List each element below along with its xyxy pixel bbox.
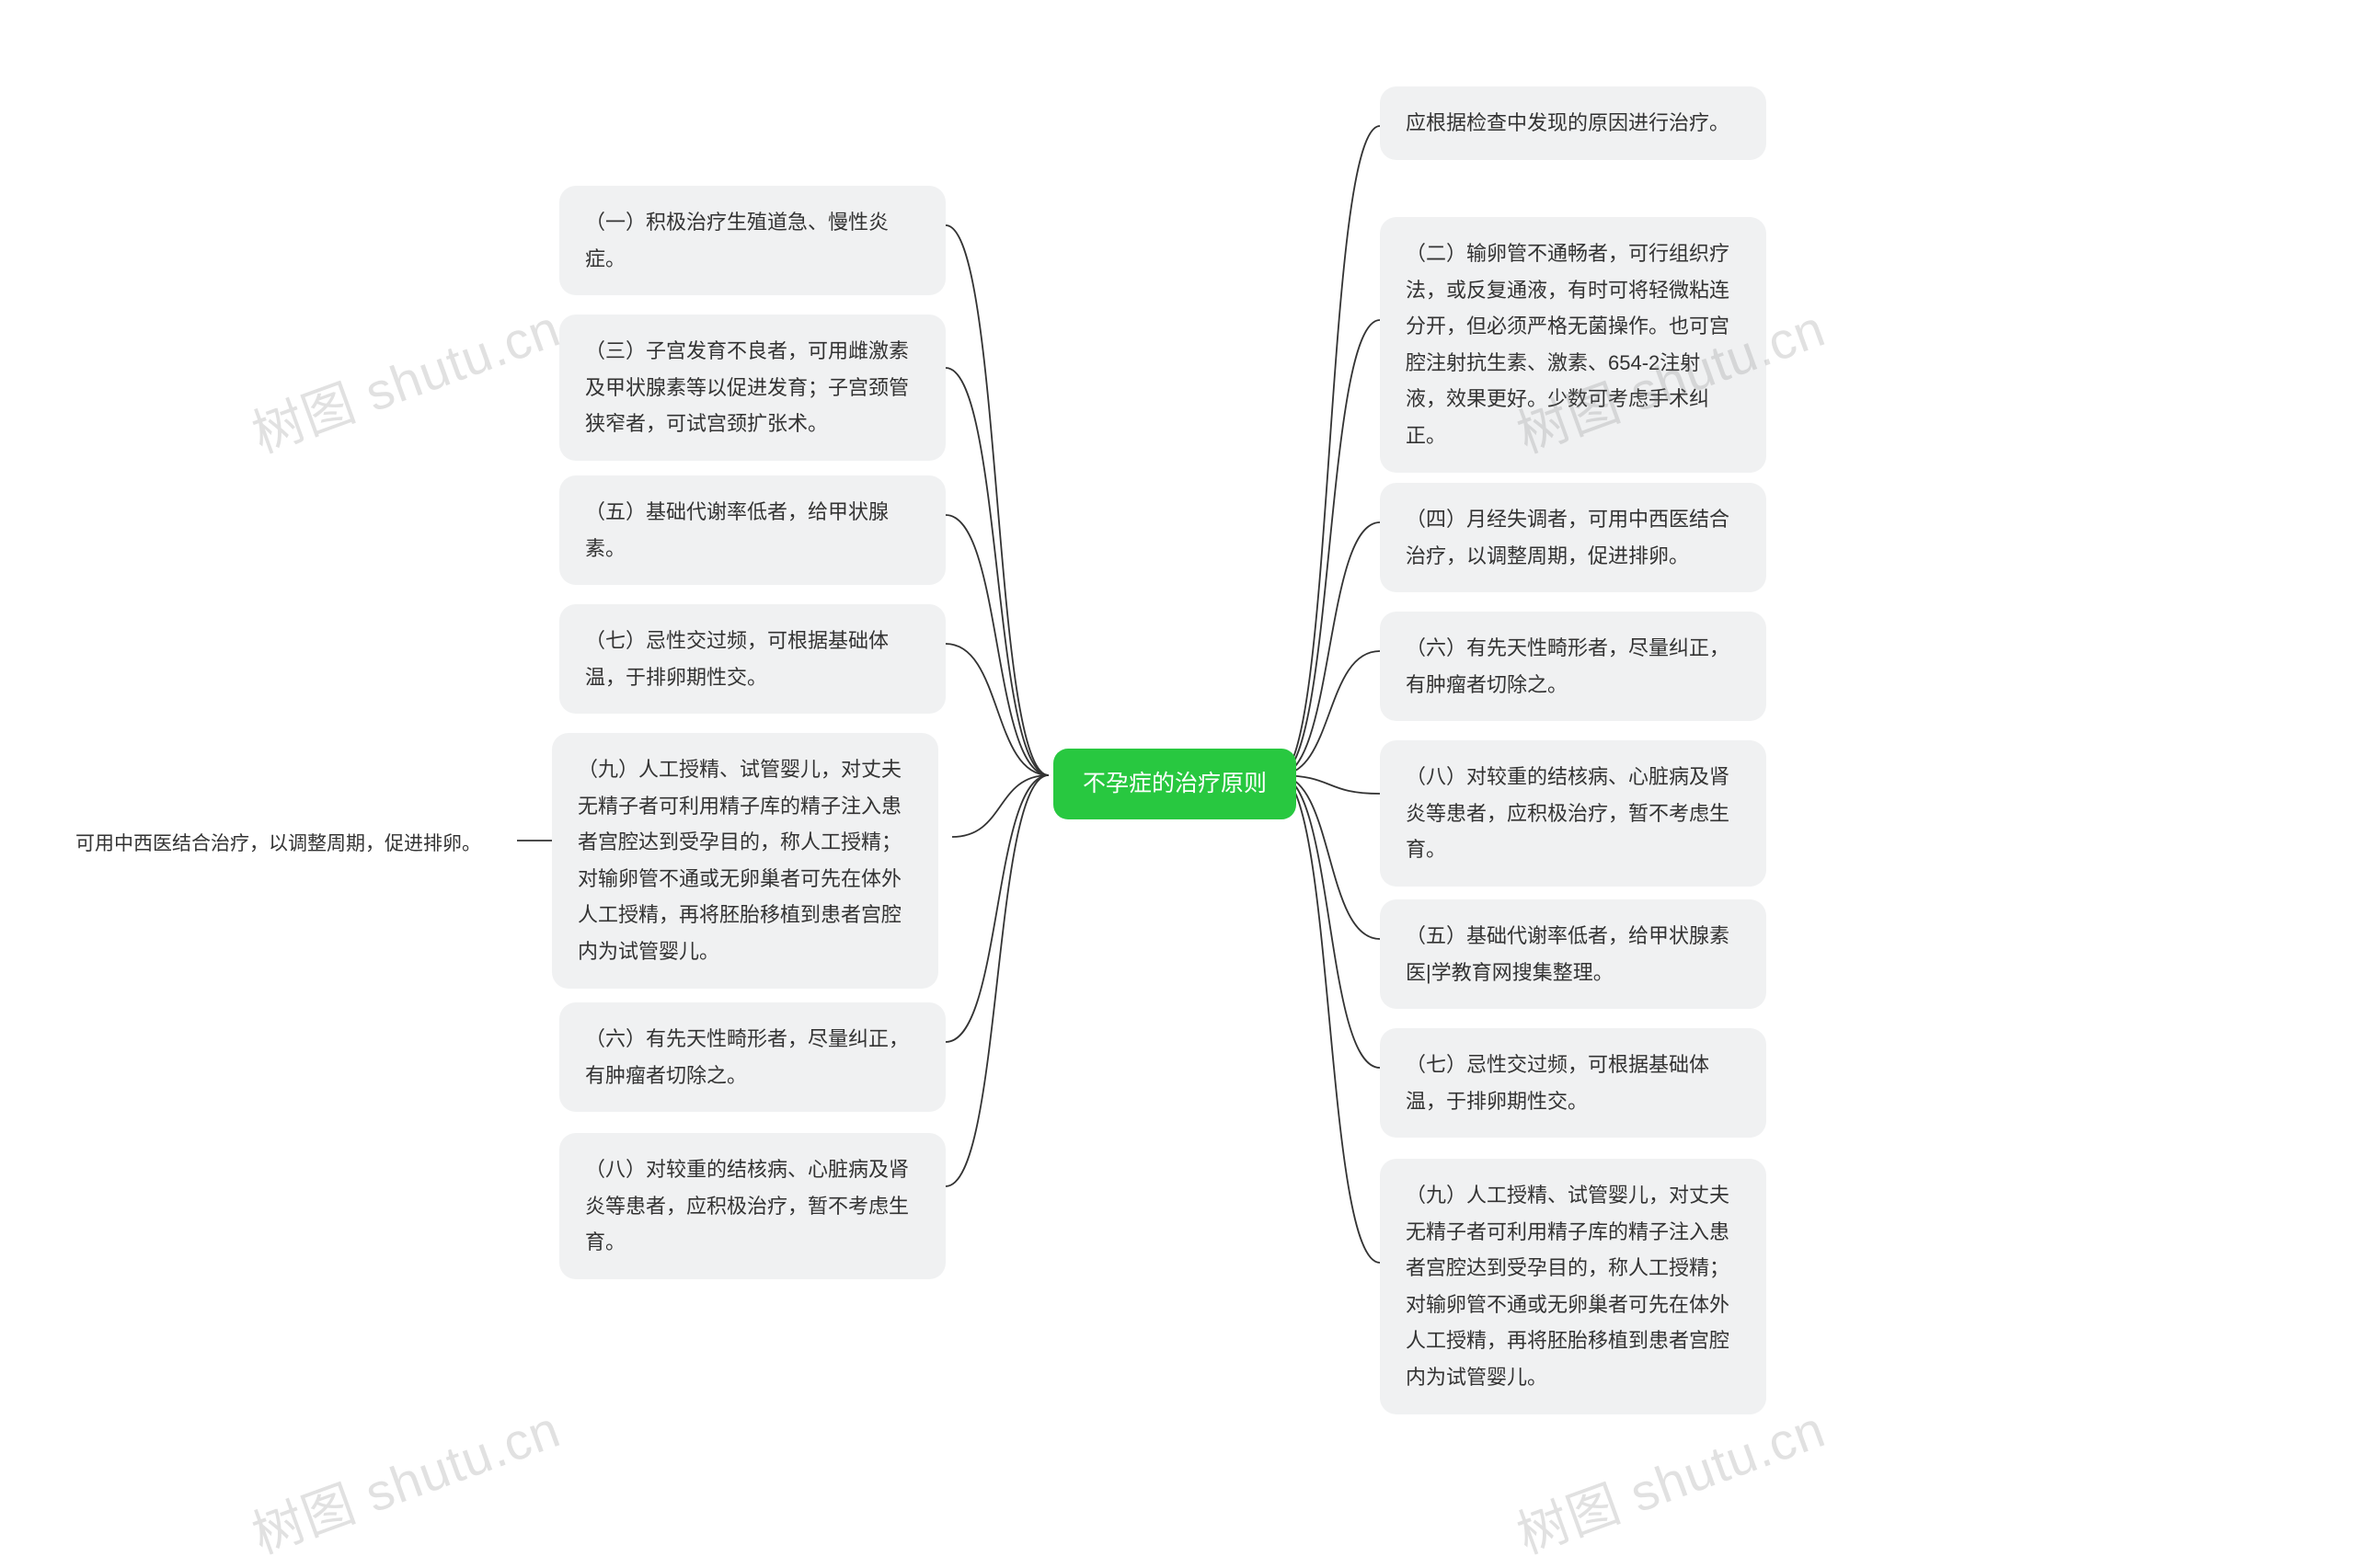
left-branch-node: （三）子宫发育不良者，可用雌激素及甲状腺素等以促进发育；子宫颈管狭窄者，可试宫颈… (559, 315, 946, 461)
left-branch-node: （九）人工授精、试管婴儿，对丈夫无精子者可利用精子库的精子注入患者宫腔达到受孕目… (552, 733, 938, 989)
left-branch-node: （五）基础代谢率低者，给甲状腺素。 (559, 475, 946, 585)
right-branch-node: （九）人工授精、试管婴儿，对丈夫无精子者可利用精子库的精子注入患者宫腔达到受孕目… (1380, 1159, 1766, 1414)
watermark-text: 树图 shutu.cn (241, 288, 569, 468)
watermark-text: 树图 shutu.cn (241, 1389, 569, 1568)
connector-path (946, 775, 1049, 1042)
watermark-text: 树图 shutu.cn (1506, 1389, 1834, 1568)
connector-path (1279, 775, 1380, 1263)
connector-path (1279, 775, 1380, 1068)
connector-path (1279, 522, 1380, 775)
right-branch-node: （二）输卵管不通畅者，可行组织疗法，或反复通液，有时可将轻微粘连分开，但必须严格… (1380, 217, 1766, 473)
left-branch-node: （七）忌性交过频，可根据基础体温，于排卵期性交。 (559, 604, 946, 714)
right-branch-node: （五）基础代谢率低者，给甲状腺素医|学教育网搜集整理。 (1380, 899, 1766, 1009)
connector-path (946, 225, 1049, 775)
connector-path (946, 775, 1049, 1186)
center-node: 不孕症的治疗原则 (1053, 749, 1296, 819)
left-branch-node: （一）积极治疗生殖道急、慢性炎症。 (559, 186, 946, 295)
connector-path (952, 775, 1049, 837)
connector-path (946, 515, 1049, 775)
sub-branch-node: 可用中西医结合治疗，以调整周期，促进排卵。 (75, 822, 517, 866)
right-branch-node: 应根据检查中发现的原因进行治疗。 (1380, 86, 1766, 160)
left-branch-node: （六）有先天性畸形者，尽量纠正，有肿瘤者切除之。 (559, 1002, 946, 1112)
right-branch-node: （七）忌性交过频，可根据基础体温，于排卵期性交。 (1380, 1028, 1766, 1138)
connector-path (1279, 126, 1380, 775)
right-branch-node: （八）对较重的结核病、心脏病及肾炎等患者，应积极治疗，暂不考虑生育。 (1380, 740, 1766, 887)
right-branch-node: （四）月经失调者，可用中西医结合治疗，以调整周期，促进排卵。 (1380, 483, 1766, 592)
left-branch-node: （八）对较重的结核病、心脏病及肾炎等患者，应积极治疗，暂不考虑生育。 (559, 1133, 946, 1279)
connector-path (1279, 320, 1380, 775)
right-branch-node: （六）有先天性畸形者，尽量纠正，有肿瘤者切除之。 (1380, 612, 1766, 721)
connector-path (946, 368, 1049, 775)
connector-path (946, 644, 1049, 775)
